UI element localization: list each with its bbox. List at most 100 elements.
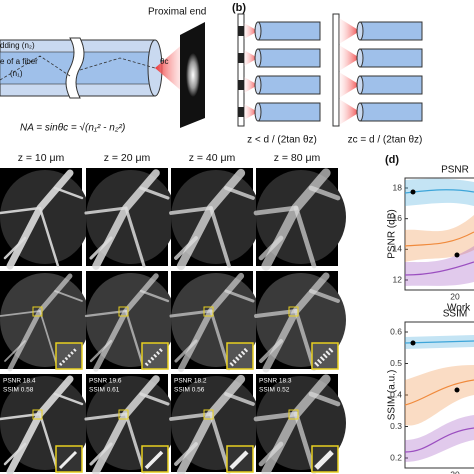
band	[405, 178, 474, 206]
vessel	[0, 206, 42, 215]
curve	[404, 261, 474, 276]
y-tick-label: 0.2	[390, 452, 402, 462]
x-tick-label: 20	[450, 291, 460, 301]
metric: SSIM 0.61	[89, 387, 120, 394]
vessel	[224, 186, 255, 200]
marker	[454, 387, 460, 393]
image-tile	[0, 168, 90, 270]
image-tile	[253, 374, 346, 474]
fiber	[257, 102, 321, 122]
spot	[238, 53, 244, 63]
vessel	[309, 289, 340, 303]
caption: zc = d / (2tan θz)	[348, 135, 423, 146]
light-cone	[244, 50, 258, 66]
roi-box	[32, 306, 43, 317]
column-header: z = 40 μm	[189, 152, 236, 164]
roi-box	[118, 409, 129, 420]
vessel	[139, 186, 170, 200]
vessel	[84, 206, 128, 215]
marker	[454, 252, 460, 258]
fiber-end	[254, 75, 262, 95]
fiber-break	[65, 37, 85, 99]
band	[405, 365, 474, 426]
vessel	[169, 206, 213, 215]
label: (n₁)	[10, 69, 23, 78]
vessel	[38, 206, 60, 268]
metric: SSIM 0.56	[174, 387, 205, 394]
metric: PSNR 18.3	[259, 378, 292, 385]
panel-b: (b) z < d / (2tan θz) zc = d / (2tan θz)	[232, 2, 423, 146]
image-tile	[169, 168, 261, 271]
metric: SSIM 0.52	[259, 387, 290, 394]
roi-box	[288, 306, 299, 317]
light-cone	[339, 18, 360, 44]
y-tick-label: 16	[393, 213, 403, 223]
curve	[404, 379, 474, 406]
column-header: z = 10 μm	[18, 152, 65, 164]
y-tick-label: 18	[393, 182, 403, 192]
panel-label: (d)	[385, 154, 399, 166]
vessel	[209, 206, 231, 268]
vessel	[209, 412, 231, 474]
image-tile	[84, 374, 176, 474]
vessel	[39, 310, 59, 370]
curve	[404, 231, 474, 247]
fiber	[359, 75, 423, 95]
vessel	[124, 206, 146, 268]
formula: NA = sinθc = √(n₁² - n₂²)	[20, 122, 125, 134]
panel-a: Proximal end dding (n₂) e of a fiber (n₁…	[0, 7, 206, 134]
roi-box	[203, 409, 214, 420]
roi-box	[118, 306, 129, 317]
vessel	[124, 412, 146, 474]
vessel	[124, 309, 146, 371]
image-tile	[254, 271, 346, 373]
fiber	[359, 21, 423, 41]
vessel	[259, 339, 283, 363]
panel-label: (b)	[232, 2, 246, 14]
y-label: PSNR (dB)	[387, 209, 398, 258]
vessel	[38, 412, 60, 474]
plot-title: PSNR	[441, 165, 469, 176]
plot-area	[404, 321, 474, 469]
light-cone	[244, 23, 258, 39]
image-tile	[84, 271, 176, 372]
image-tile	[84, 168, 176, 270]
spot	[238, 80, 244, 90]
roi-box	[288, 409, 299, 420]
sample-plate	[237, 13, 245, 127]
fiber	[359, 48, 423, 68]
light-cone	[244, 104, 258, 120]
metric: PSNR 18.4	[3, 378, 36, 385]
light-cone	[244, 77, 258, 93]
image-tile	[0, 271, 90, 372]
vessel	[139, 289, 170, 303]
plot-title: SSIM	[443, 309, 467, 320]
curve	[404, 427, 474, 453]
vessel	[89, 236, 113, 260]
fiber-end	[356, 48, 364, 68]
vessel	[174, 339, 198, 363]
label: dding (n₂)	[0, 41, 35, 50]
light-cone	[339, 45, 360, 71]
marker	[410, 189, 416, 195]
label: Proximal end	[148, 7, 206, 18]
fiber-end	[356, 21, 364, 41]
y-tick-label: 0.4	[390, 389, 402, 399]
fiber	[359, 102, 423, 122]
vessel	[53, 392, 84, 406]
spot	[238, 26, 244, 36]
y-tick-label: 0.6	[390, 326, 402, 336]
vessel	[258, 441, 284, 467]
light-cone	[155, 42, 185, 94]
vessel	[3, 442, 27, 466]
y-tick-label: 12	[393, 274, 403, 284]
metric: SSIM 0.58	[3, 387, 34, 394]
vessel	[308, 391, 341, 407]
vessel	[294, 309, 316, 371]
y-tick-label: 0.5	[390, 358, 402, 368]
x-tick-label: 20	[450, 469, 460, 474]
metric: PSNR 19.6	[89, 378, 122, 385]
vessel	[139, 392, 170, 406]
fiber-end	[356, 102, 364, 122]
